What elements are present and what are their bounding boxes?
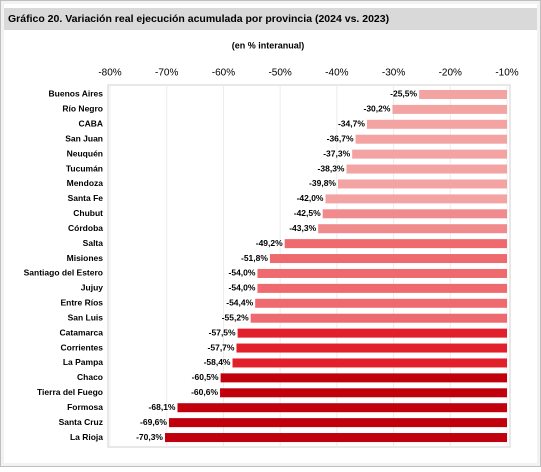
- bar: [269, 254, 507, 264]
- bar: [419, 89, 507, 99]
- value-label: -43,3%: [289, 223, 316, 233]
- y-tick-label: Formosa: [67, 402, 103, 412]
- panel: [4, 4, 537, 463]
- y-tick-label: Mendoza: [67, 178, 104, 188]
- y-tick-label: Chubut: [73, 208, 103, 218]
- value-label: -58,4%: [204, 357, 231, 367]
- y-tick-label: Catamarca: [60, 327, 104, 337]
- value-label: -25,5%: [390, 89, 417, 99]
- x-tick-label: -80%: [98, 68, 121, 79]
- bar: [220, 373, 508, 383]
- value-label: -54,0%: [229, 268, 256, 278]
- x-tick-label: -20%: [439, 68, 462, 79]
- x-tick-label: -50%: [268, 68, 291, 79]
- y-tick-label: CABA: [78, 119, 103, 129]
- y-tick-label: San Luis: [68, 312, 104, 322]
- y-tick-label: Santa Cruz: [59, 417, 103, 427]
- bar: [257, 283, 507, 293]
- bar: [168, 418, 508, 428]
- value-label: -57,7%: [208, 342, 235, 352]
- bar: [352, 149, 507, 159]
- x-tick-label: -10%: [495, 68, 518, 79]
- value-label: -30,2%: [363, 104, 390, 114]
- bar: [250, 313, 507, 323]
- x-tick-label: -40%: [325, 68, 348, 79]
- bar: [318, 224, 507, 234]
- bar: [220, 388, 508, 398]
- value-label: -54,4%: [226, 298, 253, 308]
- y-tick-label: San Juan: [65, 133, 103, 143]
- value-label: -42,0%: [297, 193, 324, 203]
- value-label: -49,2%: [256, 238, 283, 248]
- value-label: -51,8%: [241, 253, 268, 263]
- value-label: -37,3%: [323, 148, 350, 158]
- bar: [346, 164, 507, 174]
- y-tick-label: Río Negro: [62, 104, 103, 114]
- value-label: -55,2%: [222, 312, 249, 322]
- bar: [257, 268, 507, 278]
- y-tick-label: La Pampa: [63, 357, 103, 367]
- value-label: -42,5%: [294, 208, 321, 218]
- plot-area: [107, 84, 511, 448]
- bar: [284, 239, 507, 249]
- x-tick-label: -30%: [382, 68, 405, 79]
- bar: [325, 194, 507, 204]
- y-tick-label: Jujuy: [81, 283, 103, 293]
- y-tick-label: Tucumán: [66, 163, 103, 173]
- bar: [236, 343, 508, 353]
- y-tick-label: Córdoba: [68, 223, 103, 233]
- value-label: -34,7%: [338, 119, 365, 129]
- y-tick-label: Santa Fe: [68, 193, 104, 203]
- value-label: -68,1%: [149, 402, 176, 412]
- y-tick-label: La Rioja: [70, 432, 103, 442]
- bar: [366, 119, 507, 129]
- chart-subtitle: (en % interanual): [232, 40, 305, 50]
- chart-title: Gráfico 20. Variación real ejecución acu…: [8, 13, 389, 25]
- value-label: -39,8%: [309, 178, 336, 188]
- bar: [177, 403, 508, 413]
- bar: [392, 104, 507, 114]
- value-label: -57,5%: [209, 327, 236, 337]
- y-tick-label: Chaco: [77, 372, 103, 382]
- y-tick-label: Tierra del Fuego: [37, 387, 103, 397]
- value-label: -38,3%: [318, 163, 345, 173]
- title-bar: [4, 8, 537, 30]
- y-tick-label: Buenos Aires: [49, 89, 104, 99]
- x-tick-label: -60%: [212, 68, 235, 79]
- x-tick-label: -70%: [155, 68, 178, 79]
- y-tick-label: Santiago del Estero: [24, 268, 103, 278]
- bar: [337, 179, 507, 189]
- bar: [232, 358, 507, 368]
- value-label: -70,3%: [136, 432, 163, 442]
- bar: [355, 134, 507, 144]
- y-tick-label: Neuquén: [67, 148, 103, 158]
- value-label: -36,7%: [327, 133, 354, 143]
- value-label: -69,6%: [140, 417, 167, 427]
- y-tick-label: Corrientes: [60, 342, 103, 352]
- bar: [165, 433, 507, 443]
- y-tick-label: Misiones: [67, 253, 104, 263]
- value-label: -54,0%: [229, 283, 256, 293]
- bar: [237, 328, 507, 338]
- value-label: -60,6%: [191, 387, 218, 397]
- bar: [255, 298, 507, 308]
- value-label: -60,5%: [192, 372, 219, 382]
- y-tick-label: Salta: [83, 238, 104, 248]
- y-tick-label: Entre Ríos: [60, 298, 103, 308]
- bar: [322, 209, 507, 219]
